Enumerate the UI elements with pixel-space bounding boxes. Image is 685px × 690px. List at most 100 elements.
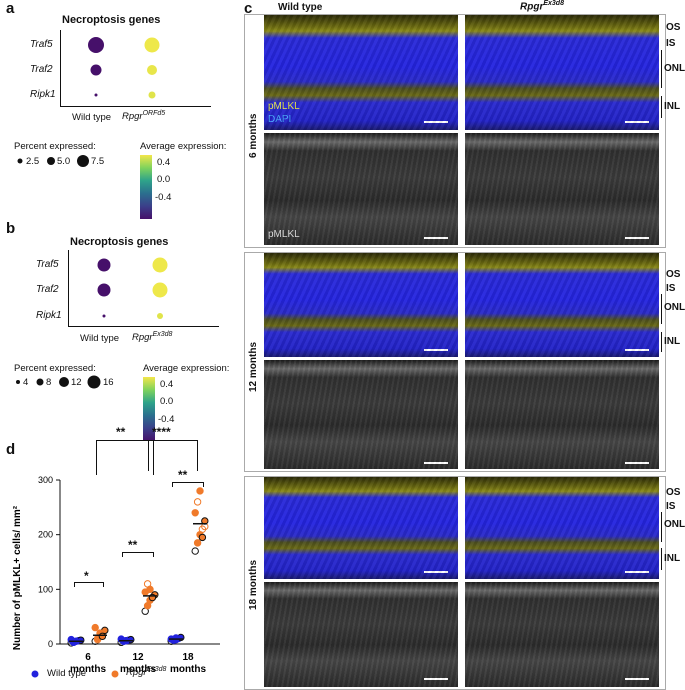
d-data-point — [191, 547, 199, 555]
image-12m-rpgr-fluor — [465, 253, 659, 357]
gene-label-b-traf5: Traf5 — [36, 259, 59, 270]
scale-bar — [625, 462, 649, 464]
d-points — [67, 487, 209, 647]
group-label-rpgr-b: RpgrEx3d8 — [132, 331, 173, 344]
row-frame-6m — [244, 14, 666, 248]
d-xtick-label: months — [70, 664, 107, 675]
scale-bar — [625, 121, 649, 123]
gene-label-ripk1: Ripk1 — [30, 89, 56, 100]
image-18m-wt-gray — [264, 582, 458, 687]
panel-b-axes — [68, 250, 219, 327]
legend-b-tick-1: 4 — [23, 377, 29, 388]
expr-tick-a-2: 0.0 — [157, 174, 171, 185]
legend-a-tick-2: 5.0 — [57, 156, 71, 167]
d-ytick-label: 300 — [38, 475, 53, 485]
layer-onl-18m: ONL — [664, 519, 685, 530]
legend-d-rpgr-label: RpgrEx3d8 — [126, 666, 167, 679]
layer-is-6m: IS — [666, 38, 676, 49]
scale-bar — [424, 121, 448, 123]
scale-bar — [625, 349, 649, 351]
d-yticks: 0 100 200 300 — [38, 475, 60, 649]
expr-tick-a-3: -0.4 — [155, 192, 172, 203]
d-xtick-label: 6 — [85, 652, 91, 663]
expr-colorbar-a — [140, 155, 152, 219]
dot-b-traf2-rpgr — [152, 282, 168, 298]
expr-colorbar-b — [143, 377, 155, 441]
percent-legend-title-a: Percent expressed: — [14, 141, 96, 152]
legend-b-dot-1 — [16, 380, 20, 384]
sig-label-6m: * — [84, 569, 89, 583]
sig-bracket-12m — [122, 552, 154, 557]
panel-d-chart: Number of pMLKL+ cells/ mm² 0 100 200 300 6… — [12, 475, 220, 675]
legend-b-tick-4: 16 — [103, 377, 114, 388]
group-label-rpgr-a: RpgrORFd5 — [122, 110, 166, 123]
layer-inl-6m: INL — [664, 101, 681, 112]
legend-a-tick-1: 2.5 — [26, 156, 40, 167]
sig-bracket-12-18 — [148, 440, 198, 471]
d-data-point — [196, 487, 204, 495]
group-label-wt-b: Wild type — [80, 333, 120, 344]
panel-a-title: Necroptosis genes — [62, 14, 161, 26]
legend-b-dot-2 — [36, 378, 44, 386]
sig-bracket-18m — [172, 482, 204, 487]
overlay-label-dapi: DAPI — [268, 114, 292, 125]
legend-a-dot-1 — [17, 158, 23, 164]
panel-b-label: b — [6, 220, 16, 237]
legend-b-tick-2: 8 — [46, 377, 52, 388]
d-data-point — [191, 509, 199, 517]
image-6m-rpgr-fluor — [465, 15, 659, 130]
d-data-point — [98, 632, 107, 641]
bracket-onl-6m — [661, 50, 662, 88]
scale-bar — [424, 571, 448, 573]
dot-a-traf2-wt — [90, 64, 102, 76]
row-frame-12m — [244, 252, 666, 472]
d-data-point — [198, 533, 207, 542]
row-label-18m: 18 months — [248, 559, 259, 610]
d-xtick-label: 18 — [182, 652, 194, 663]
bracket-inl-12m — [661, 332, 662, 352]
d-data-point — [91, 623, 99, 632]
bracket-onl-18m — [661, 512, 662, 542]
dot-b-traf5-wt — [97, 258, 111, 272]
d-ylabel: Number of pMLKL+ cells/ mm² — [12, 505, 23, 650]
gene-label-b-ripk1: Ripk1 — [36, 310, 62, 321]
scale-bar — [424, 462, 448, 464]
d-data-point — [146, 585, 154, 594]
image-6m-wt-gray: pMLKL — [264, 133, 458, 245]
sig-label-18m: ** — [178, 468, 188, 482]
dot-b-traf2-wt — [97, 283, 111, 297]
panel-a-label: a — [6, 0, 15, 17]
legend-b-dot-3 — [59, 377, 69, 387]
scale-bar — [424, 678, 448, 680]
d-xtick-label: 12 — [132, 652, 144, 663]
dot-a-ripk1-wt — [94, 93, 98, 97]
row-label-6m: 6 months — [248, 113, 259, 158]
dot-b-ripk1-wt — [102, 314, 106, 318]
d-ytick-label: 200 — [38, 530, 53, 540]
dot-a-traf5-rpgr — [144, 37, 160, 53]
sig-label-12-18: **** — [152, 425, 171, 439]
percent-legend-title-b: Percent expressed: — [14, 363, 96, 374]
dot-a-traf5-wt — [88, 37, 104, 53]
panel-c-label: c — [244, 0, 253, 17]
image-18m-rpgr-fluor — [465, 477, 659, 579]
expr-tick-b-3: -0.4 — [158, 414, 175, 425]
group-label-wt-a: Wild type — [72, 112, 112, 123]
legend-b-dot-4 — [87, 375, 101, 389]
d-data-point — [193, 539, 202, 547]
layer-os-12m: OS — [666, 269, 681, 280]
col-header-rpgr: RpgrEx3d8 — [520, 0, 564, 13]
expr-tick-b-2: 0.0 — [160, 396, 174, 407]
sig-label-6-12: ** — [116, 425, 126, 439]
expr-legend-title-a: Average expression: — [140, 141, 227, 152]
overlay-label-pmlkl: pMLKL — [268, 101, 300, 112]
expr-tick-b-1: 0.4 — [160, 379, 174, 390]
image-12m-wt-fluor — [264, 253, 458, 357]
d-xtick-label: months — [120, 664, 157, 675]
layer-os-6m: OS — [666, 22, 681, 33]
layer-inl-12m: INL — [664, 336, 681, 347]
image-12m-rpgr-gray — [465, 360, 659, 469]
image-6m-wt-fluor: pMLKL DAPI — [264, 15, 458, 130]
gray-label-pmlkl: pMLKL — [268, 229, 300, 240]
